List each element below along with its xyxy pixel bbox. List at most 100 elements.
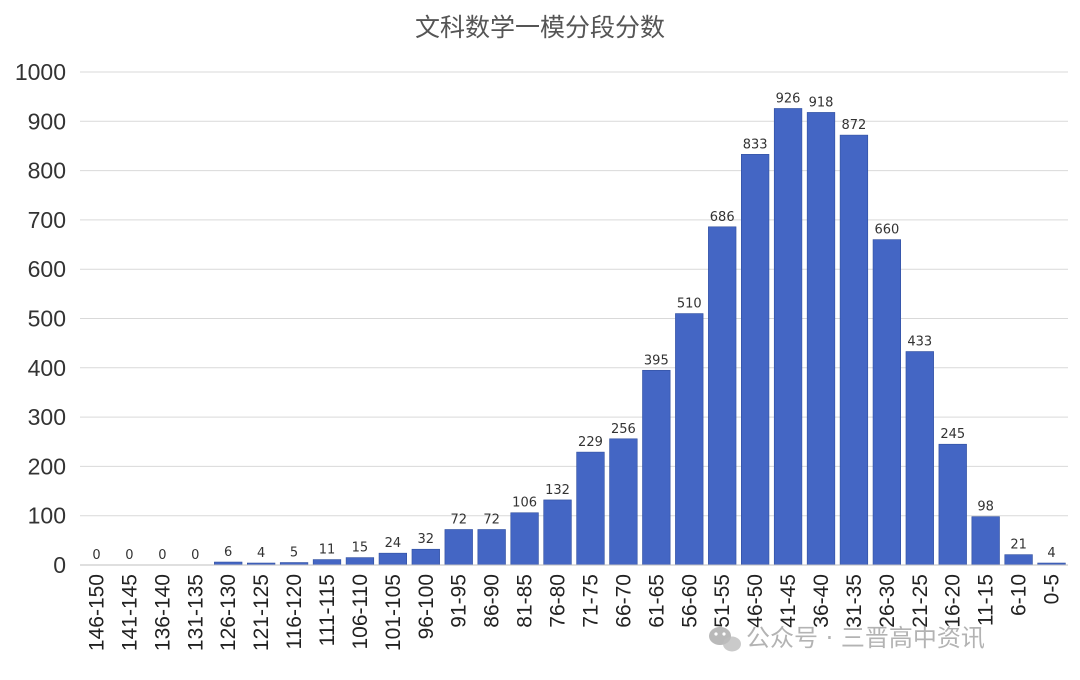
y-tick-label: 500 xyxy=(28,306,66,332)
bar xyxy=(345,557,375,566)
data-label: 132 xyxy=(545,483,570,498)
y-tick-label: 800 xyxy=(28,158,66,184)
bar xyxy=(938,443,967,566)
x-tick-label: 146-150 xyxy=(85,574,108,651)
data-label: 72 xyxy=(483,513,500,528)
y-axis-ticks: 0 100 200 300 400 500 600 700 800 900 1000 xyxy=(15,59,66,578)
data-label: 0 xyxy=(92,548,100,563)
bars xyxy=(214,108,1066,566)
x-tick-label: 91-95 xyxy=(448,574,471,628)
x-tick-label: 106-110 xyxy=(349,574,372,650)
bar xyxy=(477,529,506,566)
data-label: 11 xyxy=(319,543,336,558)
watermark: 公众号 · 三晋高中资讯 xyxy=(709,624,985,652)
x-tick-label: 36-40 xyxy=(810,574,833,628)
data-label: 0 xyxy=(191,548,199,563)
x-tick-label: 21-25 xyxy=(909,574,932,628)
y-tick-label: 300 xyxy=(28,404,66,430)
data-label: 433 xyxy=(907,335,932,350)
data-label: 0 xyxy=(158,548,166,563)
y-tick-label: 1000 xyxy=(15,59,66,85)
bar xyxy=(806,112,836,566)
data-label: 395 xyxy=(644,353,669,368)
x-tick-label: 86-90 xyxy=(481,574,504,628)
data-label: 660 xyxy=(874,223,899,238)
x-tick-label: 31-35 xyxy=(843,574,866,628)
data-label: 21 xyxy=(1010,538,1027,553)
data-label: 15 xyxy=(352,541,369,556)
x-tick-label: 116-120 xyxy=(283,574,306,650)
bar xyxy=(741,154,770,566)
data-label: 686 xyxy=(710,210,735,225)
bar xyxy=(411,548,440,566)
bar xyxy=(708,226,737,566)
data-label: 4 xyxy=(257,546,265,561)
data-label: 6 xyxy=(224,545,232,560)
bar xyxy=(444,529,473,566)
watermark-text: 公众号 · 三晋高中资讯 xyxy=(746,624,985,652)
y-tick-label: 600 xyxy=(28,256,66,282)
data-label: 918 xyxy=(809,95,834,110)
y-tick-label: 700 xyxy=(28,207,66,233)
x-tick-label: 41-45 xyxy=(777,574,800,628)
bar xyxy=(773,108,803,566)
bar xyxy=(378,552,407,566)
y-tick-label: 100 xyxy=(28,503,66,529)
data-label: 106 xyxy=(512,496,537,511)
data-label: 4 xyxy=(1047,546,1055,561)
bar xyxy=(642,369,671,566)
bar xyxy=(510,512,539,566)
x-tick-label: 6-10 xyxy=(1008,574,1031,616)
x-tick-label: 0-5 xyxy=(1041,574,1064,604)
data-label: 872 xyxy=(842,118,867,133)
data-label: 24 xyxy=(385,536,402,551)
x-tick-label: 126-130 xyxy=(217,574,240,651)
bar xyxy=(872,239,901,566)
data-label: 0 xyxy=(125,548,133,563)
data-label: 98 xyxy=(977,500,994,515)
x-tick-label: 11-15 xyxy=(975,574,998,626)
data-labels: 0 0 0 0 6 4 5 11 15 24 32 72 72 106 132 229 256 395 510 686… xyxy=(92,91,1055,563)
y-tick-label: 0 xyxy=(53,552,66,578)
x-tick-label: 16-20 xyxy=(942,574,965,628)
y-tick-label: 900 xyxy=(28,108,66,134)
x-tick-label: 56-60 xyxy=(678,574,701,628)
x-tick-label: 136-140 xyxy=(151,574,174,651)
x-tick-label: 131-135 xyxy=(184,574,207,651)
x-tick-label: 96-100 xyxy=(415,574,438,639)
x-tick-label: 141-145 xyxy=(118,574,141,651)
x-tick-label: 71-75 xyxy=(579,574,602,628)
bar xyxy=(971,516,1000,566)
bar xyxy=(609,438,638,566)
bar xyxy=(905,351,934,566)
x-tick-label: 76-80 xyxy=(547,574,570,628)
x-tick-label: 121-125 xyxy=(250,574,273,651)
bar xyxy=(576,451,605,566)
x-axis-ticks: 146-150 141-145 136-140 131-135 126-130 121-1… xyxy=(85,574,1063,651)
x-tick-label: 101-105 xyxy=(382,574,405,651)
x-tick-label: 81-85 xyxy=(514,574,537,628)
y-tick-label: 400 xyxy=(28,355,66,381)
x-tick-label: 66-70 xyxy=(612,574,635,628)
x-tick-label: 51-55 xyxy=(711,574,734,628)
data-label: 5 xyxy=(290,546,298,561)
bar xyxy=(675,313,704,566)
data-label: 229 xyxy=(578,435,603,450)
data-label: 245 xyxy=(940,427,965,442)
x-tick-label: 46-50 xyxy=(744,574,767,628)
x-tick-label: 61-65 xyxy=(645,574,668,628)
data-label: 510 xyxy=(677,297,702,312)
x-tick-label: 111-115 xyxy=(316,574,339,646)
data-label: 32 xyxy=(418,532,435,547)
x-tick-label: 26-30 xyxy=(876,574,899,628)
chart-title: 文科数学一模分段分数 xyxy=(415,13,665,42)
data-label: 833 xyxy=(743,137,768,152)
bar xyxy=(312,559,342,566)
wechat-icon xyxy=(709,627,741,652)
bar xyxy=(543,499,572,566)
bar xyxy=(1004,554,1033,566)
grid-lines xyxy=(80,71,1068,517)
bar xyxy=(839,134,869,566)
data-label: 256 xyxy=(611,422,636,437)
